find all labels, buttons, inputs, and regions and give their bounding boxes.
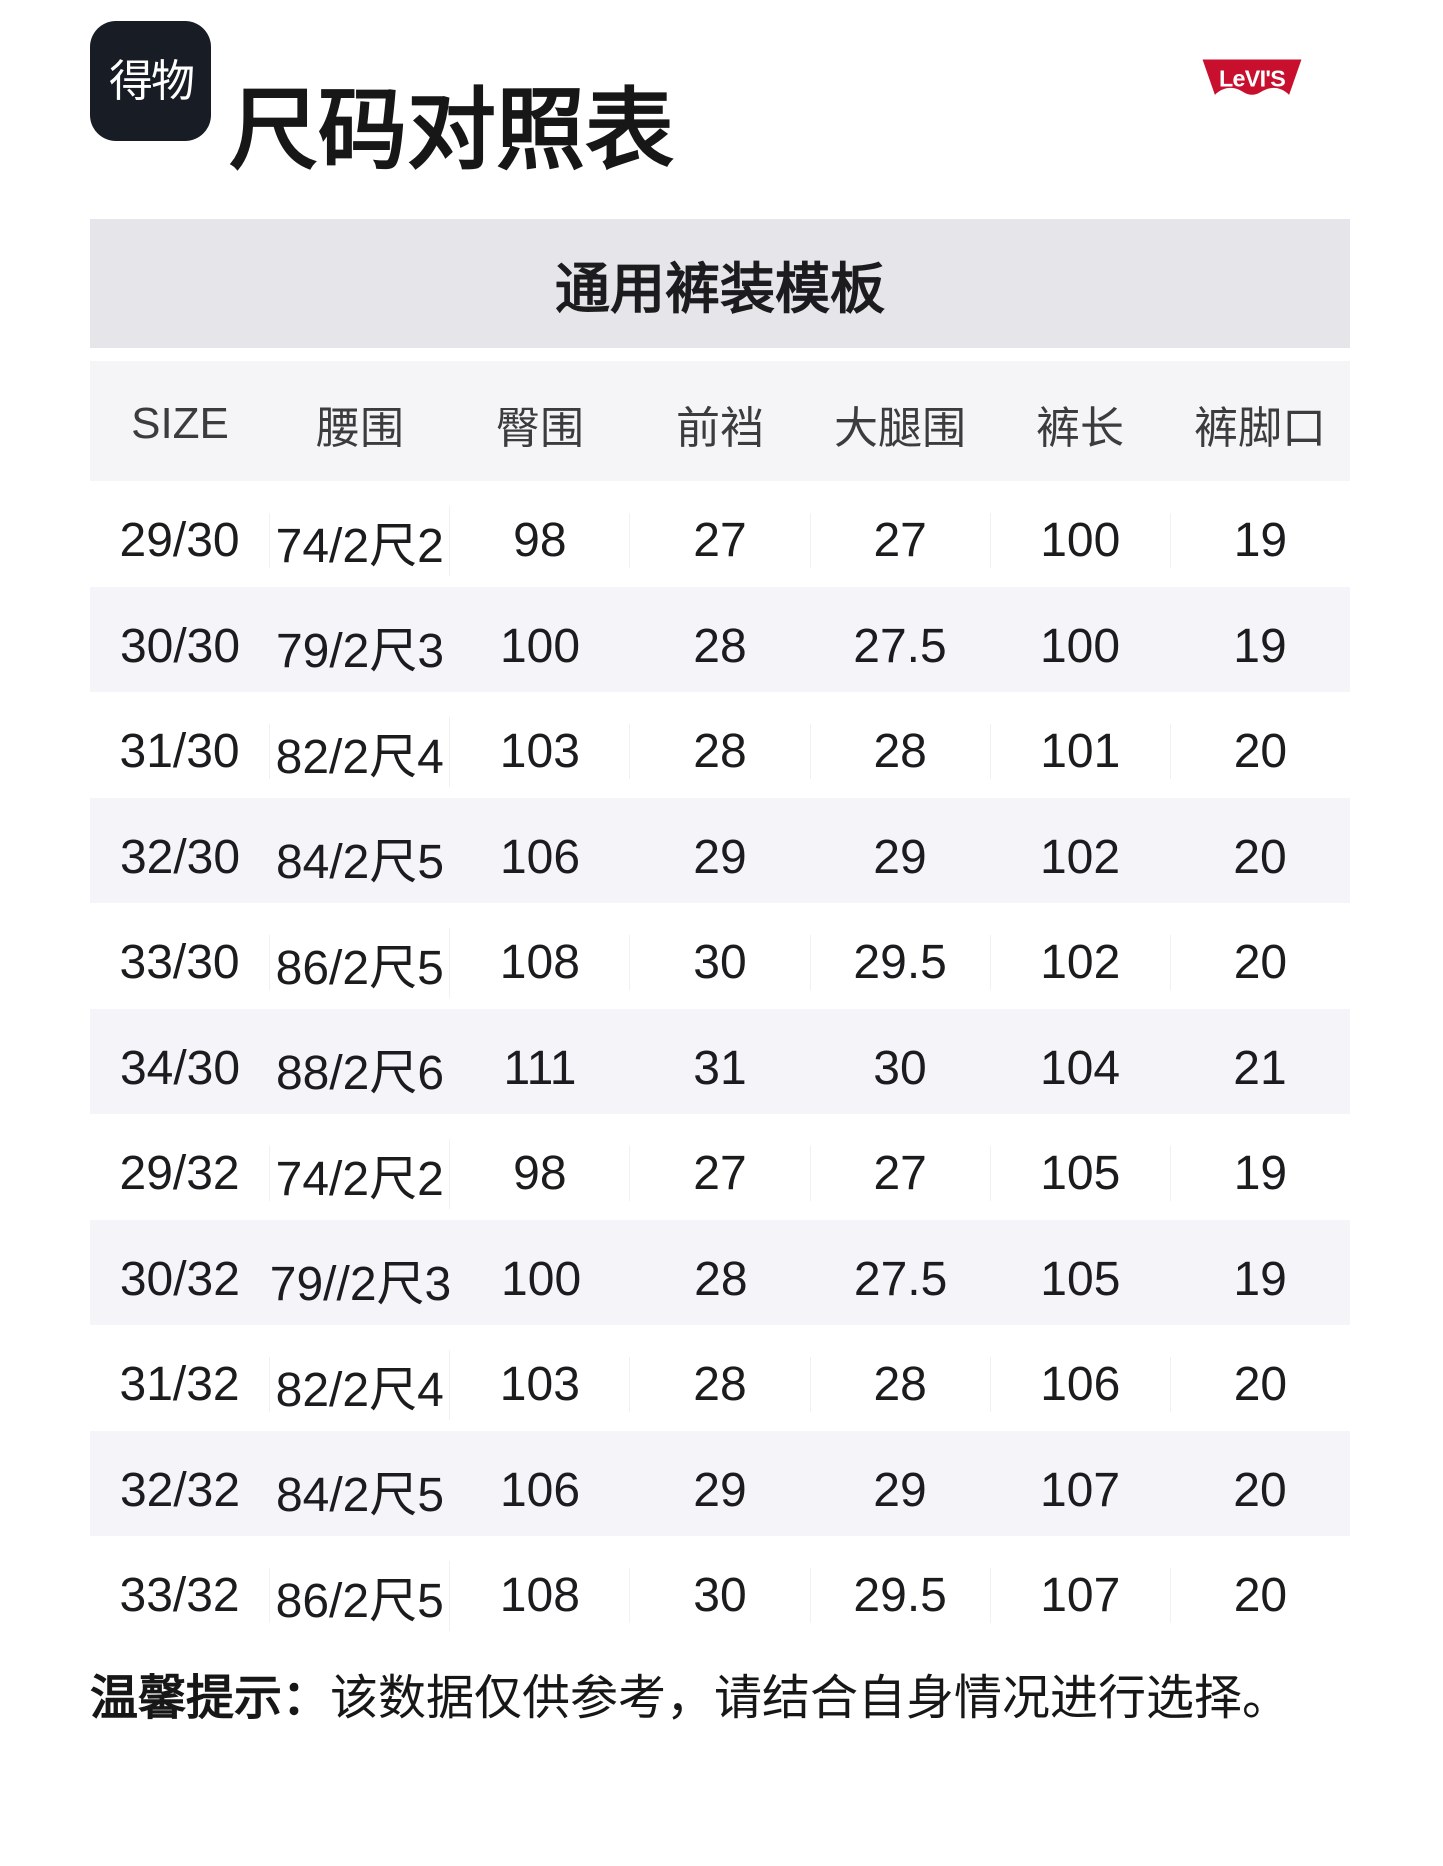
svg-text:LeVI'S: LeVI'S <box>1219 65 1285 91</box>
svg-text:得物: 得物 <box>109 57 193 106</box>
